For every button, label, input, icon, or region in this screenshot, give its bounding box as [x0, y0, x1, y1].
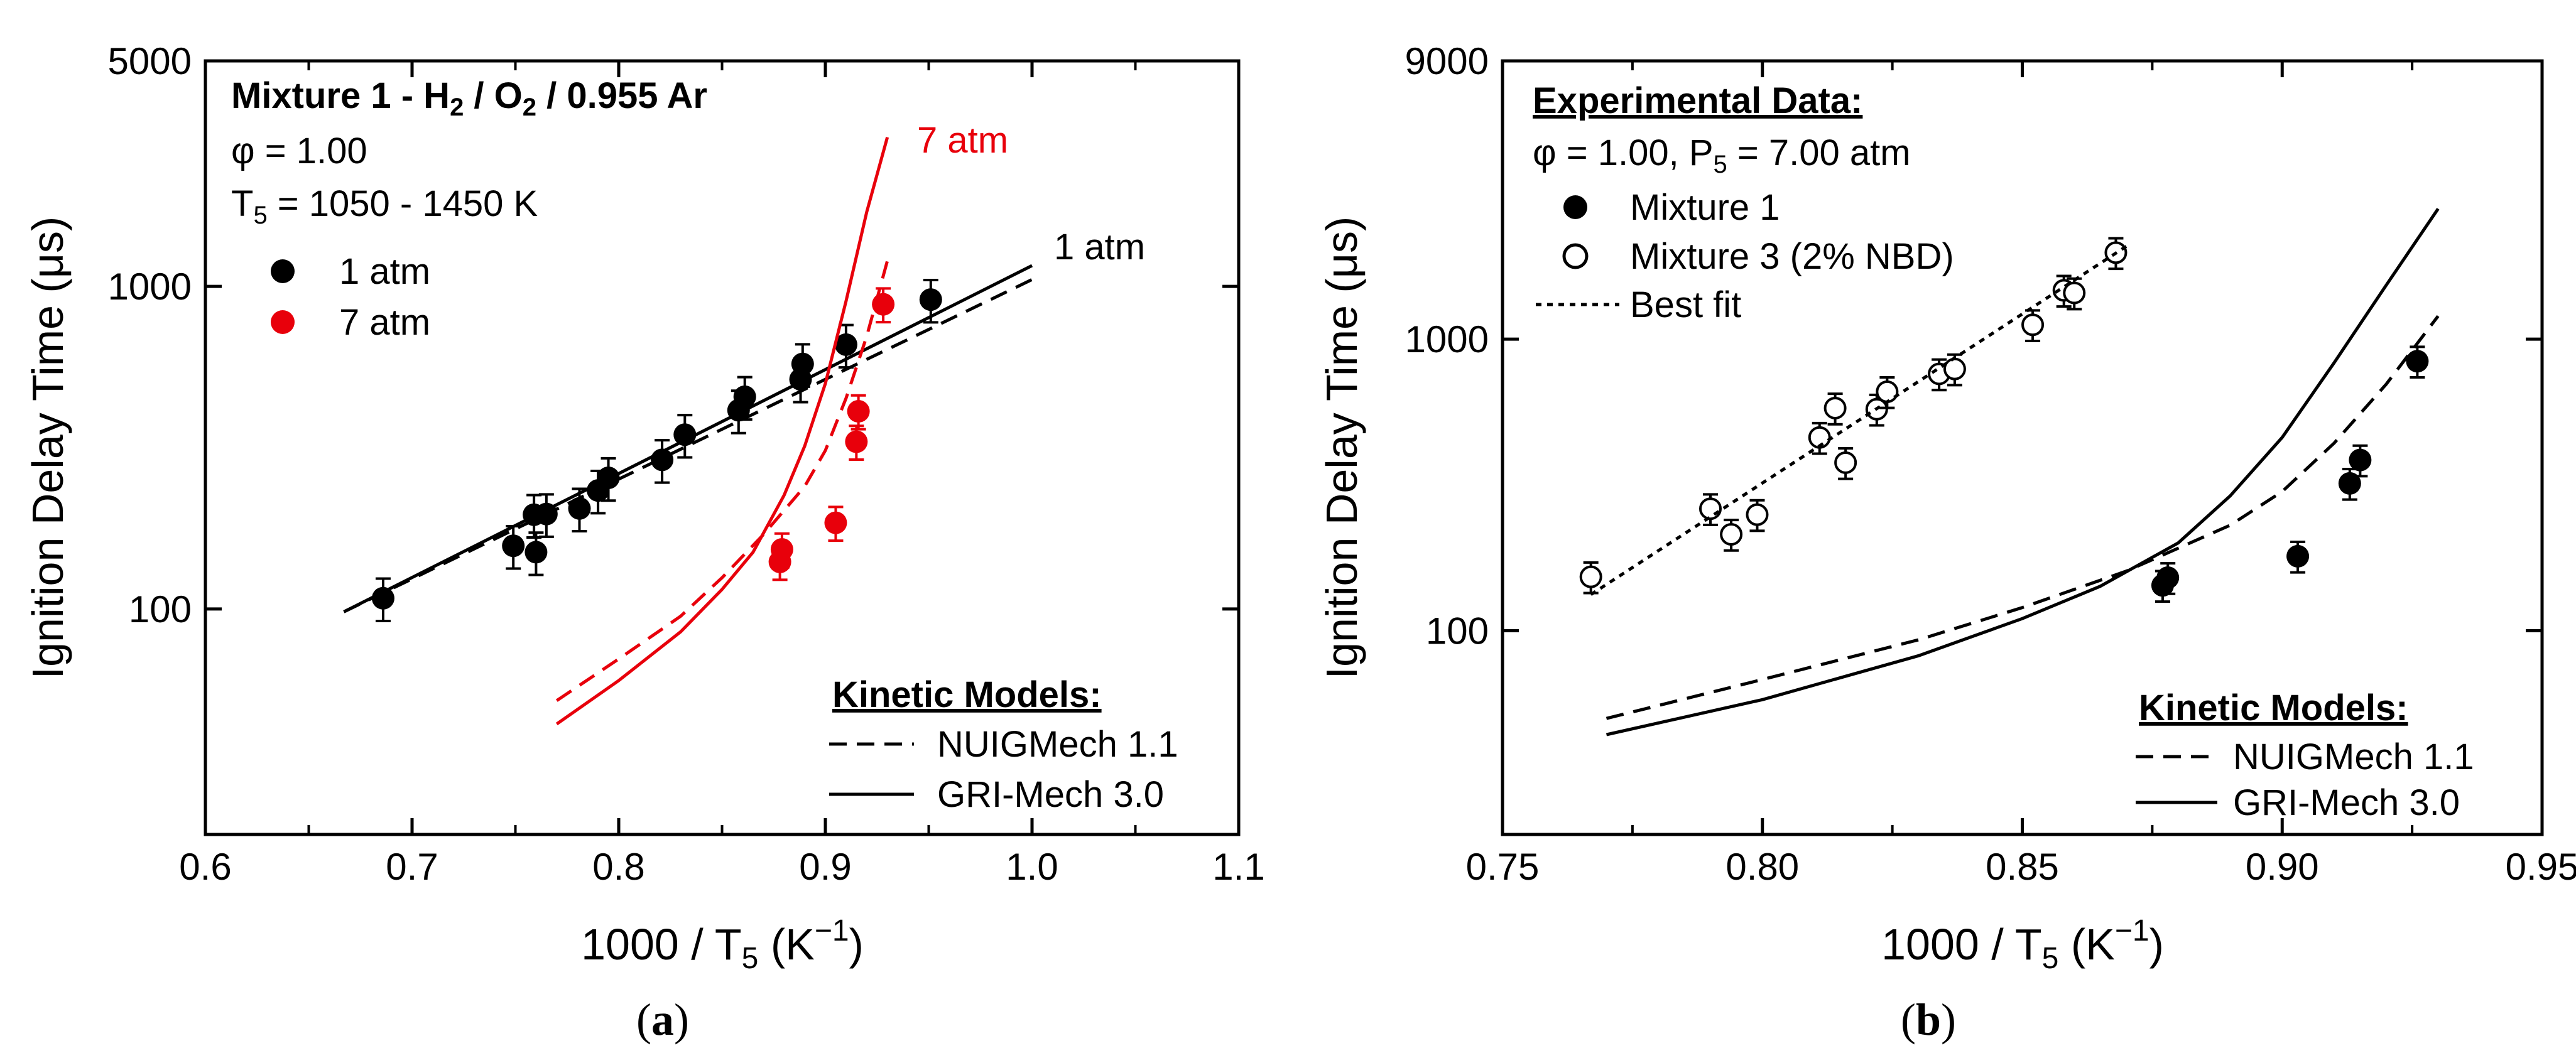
x-tick-label: 0.90 [2246, 846, 2319, 888]
x-tick-label: 0.95 [2506, 846, 2576, 888]
panel-a-mixture-title: Mixture 1 - H2 / O2 / 0.955 Ar [231, 75, 707, 121]
panel-a-plot-frame [204, 59, 1241, 836]
y-tick-label: 100 [129, 588, 192, 630]
data-point-mixture-3-2-nbd- [2063, 281, 2086, 305]
data-point-mixture-1 [2286, 544, 2310, 568]
panel-b-conditions-note: φ = 1.00, P5 = 7.00 atm [1533, 132, 1911, 178]
series-line-nuigmech-1-1-7atm [555, 260, 889, 702]
data-point-mixture-1 [2406, 350, 2429, 373]
panel-a-temperature-note: T5 = 1050 - 1450 K [231, 183, 538, 229]
series-line-nuigmech-1-1 [1606, 315, 2440, 720]
data-point-7-atm [824, 511, 847, 534]
panel-a-curve-label-7atm: 7 atm [917, 120, 1008, 161]
y-tick-label: 5000 [108, 40, 192, 82]
data-point-mixture-3-2-nbd- [1699, 497, 1722, 521]
data-point-1-atm [733, 385, 756, 408]
data-point-7-atm [845, 430, 868, 453]
data-point-mixture-3-2-nbd- [1579, 565, 1602, 588]
data-point-mixture-3-2-nbd- [1823, 396, 1847, 419]
panel-b-model-legend-title: Kinetic Models: [2139, 688, 2408, 728]
legend-marker-1atm [271, 259, 295, 283]
series-line-gri-mech-3-0 [1606, 208, 2440, 737]
data-point-1-atm [568, 497, 591, 520]
legend-marker-7atm [271, 310, 295, 334]
panel-b-y-axis-title: Ignition Delay Time (μs) [1317, 217, 1366, 679]
panel-b-ticks: 0.75 0.80 0.85 0.90 0.95 100 1000 9000 [1405, 40, 2576, 888]
x-tick-label: 0.8 [592, 846, 644, 888]
y-tick-label: 9000 [1405, 40, 1489, 82]
panel-a-y-axis-title: Ignition Delay Time (μs) [23, 217, 72, 679]
legend-label-grimech-b: GRI-Mech 3.0 [2233, 782, 2460, 823]
panel-b-data-legend: Mixture 1 Mixture 3 (2% NBD) Best fit [1536, 187, 1954, 325]
data-point-1-atm [524, 541, 548, 564]
data-point-mixture-3-2-nbd- [2021, 313, 2045, 337]
panel-a-x-axis-title: 1000 / T5 (K−1) [581, 914, 864, 975]
data-point-7-atm [847, 400, 870, 423]
panel-a-ticks: 0.6 0.7 0.8 0.9 1.0 1.1 100 1000 5000 [108, 40, 1265, 888]
data-point-mixture-3-2-nbd- [1943, 357, 1966, 381]
series-line-gri-mech-3-0-1atm [343, 264, 1033, 613]
data-point-7-atm [770, 537, 793, 561]
panel-b-x-axis-title: 1000 / T5 (K−1) [1881, 914, 2164, 975]
panel-b-data-layer [1579, 208, 2440, 737]
data-point-mixture-3-2-nbd- [1720, 523, 1743, 546]
data-point-mixture-3-2-nbd- [1834, 451, 1857, 474]
series-line-nuigmech-1-1-1atm [343, 278, 1033, 613]
data-point-mixture-1 [2156, 566, 2180, 590]
data-point-1-atm [502, 534, 525, 558]
data-point-mixture-1 [2349, 448, 2372, 472]
data-point-1-atm [919, 288, 942, 311]
legend-label-grimech: GRI-Mech 3.0 [937, 774, 1164, 815]
panel-b-label: (b) [1901, 995, 1956, 1045]
x-tick-label: 0.85 [1986, 846, 2059, 888]
data-point-1-atm [791, 352, 814, 375]
panel-a-curve-label-1atm: 1 atm [1054, 227, 1145, 267]
legend-label-mixture-3: Mixture 3 (2% NBD) [1630, 236, 1954, 277]
legend-label-best-fit: Best fit [1630, 284, 1741, 325]
panel-b-experimental-title: Experimental Data: [1533, 80, 1862, 121]
x-tick-label: 0.80 [1725, 846, 1799, 888]
data-point-mixture-1 [2338, 472, 2361, 495]
legend-label-nuigmech-b: NUIGMech 1.1 [2233, 737, 2474, 777]
panel-a-model-legend-title: Kinetic Models: [832, 674, 1102, 715]
panel-a: 0.6 0.7 0.8 0.9 1.0 1.1 100 1000 5000 1000 / T5 … [23, 40, 1265, 1045]
legend-marker-mixture-1 [1563, 195, 1587, 219]
panel-a-data-legend: 1 atm 7 atm [271, 251, 430, 343]
x-tick-label: 0.9 [799, 846, 851, 888]
legend-label-mixture-1: Mixture 1 [1630, 187, 1780, 228]
panel-b-model-legend: Kinetic Models: NUIGMech 1.1 GRI-Mech 3.… [2136, 688, 2474, 823]
data-point-1-atm [834, 333, 857, 356]
panel-a-phi-note: φ = 1.00 [231, 131, 367, 171]
x-tick-label: 1.1 [1212, 846, 1264, 888]
data-point-1-atm [371, 586, 394, 610]
data-point-mixture-3-2-nbd- [1876, 380, 1899, 403]
legend-label-7atm: 7 atm [339, 302, 430, 343]
legend-label-1atm: 1 atm [339, 251, 430, 292]
x-tick-label: 0.75 [1466, 846, 1540, 888]
x-tick-label: 1.0 [1006, 846, 1058, 888]
panel-a-model-legend: Kinetic Models: NUIGMech 1.1 GRI-Mech 3.… [829, 674, 1178, 815]
x-tick-label: 0.7 [386, 846, 438, 888]
panel-b: 0.75 0.80 0.85 0.90 0.95 100 1000 9000 1000 / T… [1317, 40, 2576, 1045]
y-tick-label: 1000 [108, 266, 192, 308]
y-tick-label: 100 [1426, 610, 1489, 652]
legend-marker-mixture-3 [1562, 243, 1589, 269]
x-tick-label: 0.6 [179, 846, 231, 888]
panel-a-label: (a) [636, 995, 689, 1045]
series-line-gri-mech-3-0-7atm [555, 136, 889, 726]
legend-label-nuigmech: NUIGMech 1.1 [937, 724, 1178, 765]
y-tick-label: 1000 [1405, 318, 1489, 360]
series-line-best-fit [1590, 245, 2128, 596]
data-point-mixture-3-2-nbd- [1746, 503, 1769, 526]
panel-a-data-layer [343, 136, 1033, 726]
data-point-1-atm [673, 423, 697, 446]
